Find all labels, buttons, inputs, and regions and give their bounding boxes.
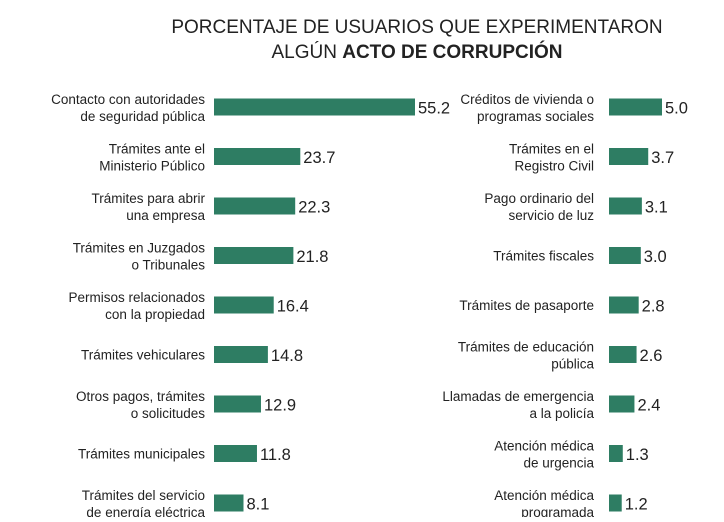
left-category-label-9-line-2: de energía eléctrica	[86, 505, 205, 517]
left-bar-1	[214, 98, 415, 116]
left-bar-8	[214, 445, 257, 462]
right-category-label-3-line-2: servicio de luz	[508, 208, 594, 223]
left-value-label-2: 23.7	[303, 149, 335, 167]
left-value-label-6: 14.8	[271, 347, 303, 365]
left-category-label-1-line-2: de seguridad pública	[80, 109, 205, 124]
right-value-label-4: 3.0	[644, 248, 667, 266]
left-category-label-4: Trámites en Juzgados o Tribunales	[73, 241, 206, 273]
left-category-label-3-line-1: Trámites para abrir	[91, 191, 205, 206]
left-category-label-5-line-2: con la propiedad	[105, 307, 205, 322]
right-category-label-5-line-1: Trámites de pasaporte	[459, 298, 594, 313]
left-bar-5	[214, 296, 274, 314]
chart-title-bold: ACTO DE CORRUPCIÓN	[342, 41, 562, 63]
left-bar-9	[214, 494, 244, 512]
left-category-label-8-line-1: Trámites municipales	[78, 447, 205, 462]
left-bar-3	[214, 197, 296, 215]
left-category-label-5-line-1: Permisos relacionados	[68, 290, 205, 305]
right-category-label-1-line-2: programas sociales	[477, 109, 594, 124]
right-category-label-9: Atención médica programada	[494, 488, 594, 517]
left-category-label-9: Trámites del servicio de energía eléctric…	[82, 488, 206, 517]
right-category-label-2-line-2: Registro Civil	[514, 159, 594, 174]
right-value-label-9: 1.2	[625, 496, 648, 514]
right-category-label-4-line-1: Trámites fiscales	[493, 249, 594, 264]
right-category-label-6: Trámites de educación pública	[458, 340, 595, 372]
right-category-label-7: Llamadas de emergencia a la policía	[442, 389, 594, 421]
right-category-label-6-line-2: pública	[551, 357, 594, 372]
right-value-label-2: 3.7	[651, 149, 674, 167]
left-value-label-9: 8.1	[246, 496, 269, 514]
left-category-label-3-line-2: una empresa	[126, 208, 205, 223]
left-category-label-2-line-1: Trámites ante el	[109, 142, 205, 157]
right-value-label-8: 1.3	[626, 446, 649, 464]
right-category-label-7-line-2: a la policía	[529, 406, 594, 421]
right-bar-1	[609, 98, 662, 116]
left-bar-2	[214, 148, 301, 165]
left-category-label-2: Trámites ante el Ministerio Público	[99, 142, 205, 174]
right-category-label-5: Trámites de pasaporte	[459, 298, 594, 313]
right-category-label-6-line-1: Trámites de educación	[458, 340, 594, 355]
left-value-label-5: 16.4	[277, 298, 309, 316]
left-category-label-7-line-2: o solicitudes	[131, 406, 206, 421]
right-category-label-7-line-1: Llamadas de emergencia	[442, 389, 594, 404]
left-category-label-4-line-1: Trámites en Juzgados	[73, 241, 206, 256]
right-bar-3	[609, 197, 642, 215]
right-bar-7	[609, 395, 635, 413]
right-value-label-6: 2.6	[640, 347, 663, 365]
right-bar-6	[609, 346, 637, 363]
left-category-label-1-line-1: Contacto con autoridades	[51, 92, 205, 107]
left-category-label-9-line-1: Trámites del servicio	[82, 488, 205, 503]
left-value-label-3: 22.3	[298, 199, 330, 217]
right-category-label-9-line-2: programada	[521, 505, 594, 517]
chart-title-line-1: PORCENTAJE DE USUARIOS QUE EXPERIMENTARO…	[171, 17, 662, 38]
left-category-label-6-line-1: Trámites vehiculares	[81, 348, 205, 363]
right-category-label-2-line-1: Trámites en el	[509, 142, 594, 157]
right-category-label-3: Pago ordinario del servicio de luz	[484, 191, 594, 223]
right-value-label-5: 2.8	[642, 298, 665, 316]
left-bar-7	[214, 395, 261, 413]
left-category-label-4-line-2: o Tribunales	[131, 258, 205, 273]
left-category-label-2-line-2: Ministerio Público	[99, 159, 205, 174]
right-bar-2	[609, 148, 649, 165]
bars-layer: Contacto con autoridades de seguridad púb…	[51, 92, 688, 520]
right-bar-9	[609, 494, 622, 512]
right-value-label-7: 2.4	[637, 397, 660, 415]
right-category-label-8-line-2: de urgencia	[523, 456, 594, 471]
left-value-label-1: 55.2	[418, 100, 450, 118]
right-category-label-9-line-1: Atención médica	[494, 488, 594, 503]
right-value-label-3: 3.1	[645, 199, 668, 217]
chart-title-prefix: ALGÚN	[271, 41, 342, 63]
right-category-label-1: Créditos de vivienda o programas sociales	[460, 92, 594, 124]
left-category-label-3: Trámites para abrir una empresa	[91, 191, 205, 223]
left-category-label-8: Trámites municipales	[78, 447, 205, 462]
left-category-label-6: Trámites vehiculares	[81, 348, 205, 363]
left-category-label-7-line-1: Otros pagos, trámites	[76, 389, 205, 404]
right-value-label-1: 5.0	[665, 100, 688, 118]
right-category-label-8: Atención médica de urgencia	[494, 439, 594, 471]
right-bar-4	[609, 247, 641, 264]
right-category-label-3-line-1: Pago ordinario del	[484, 191, 594, 206]
left-category-label-7: Otros pagos, trámites o solicitudes	[76, 389, 205, 421]
left-value-label-4: 21.8	[296, 248, 328, 266]
left-value-label-8: 11.8	[260, 446, 291, 464]
left-category-label-1: Contacto con autoridades de seguridad púb…	[51, 92, 205, 124]
left-bar-4	[214, 247, 294, 264]
right-category-label-4: Trámites fiscales	[493, 249, 594, 264]
left-bar-6	[214, 346, 268, 363]
left-category-label-5: Permisos relacionados con la propiedad	[68, 290, 205, 322]
left-value-label-7: 12.9	[264, 397, 296, 415]
chart-title-line-2: ALGÚN ACTO DE CORRUPCIÓN	[271, 41, 562, 63]
right-bar-5	[609, 296, 639, 314]
right-bar-8	[609, 445, 623, 462]
right-category-label-8-line-1: Atención médica	[494, 439, 594, 454]
right-category-label-2: Trámites en el Registro Civil	[509, 142, 594, 174]
right-category-label-1-line-1: Créditos de vivienda o	[460, 92, 594, 107]
